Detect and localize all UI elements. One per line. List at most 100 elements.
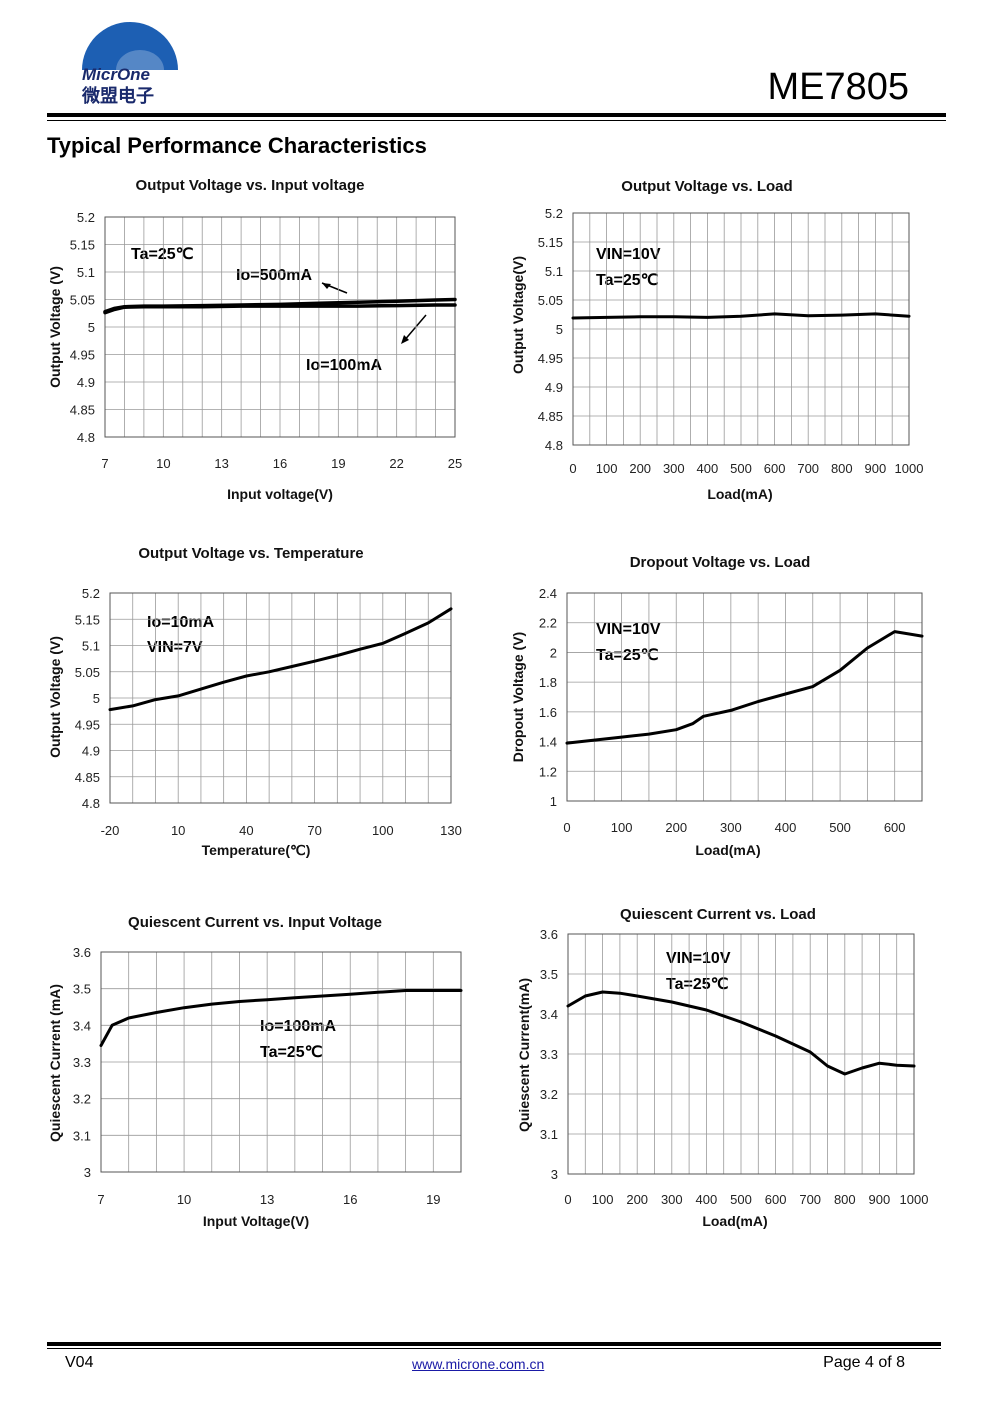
- x-tick-label: 400: [696, 1192, 718, 1207]
- x-tick-label: 7: [97, 1192, 104, 1207]
- x-tick-label: 900: [869, 1192, 891, 1207]
- y-tick-label: 3.1: [540, 1127, 558, 1142]
- series-line-vdrop: [565, 630, 924, 745]
- x-tick-label: 700: [797, 461, 819, 476]
- x-tick-label: 700: [799, 1192, 821, 1207]
- x-tick-label: 300: [720, 820, 742, 835]
- series-line-vout: [108, 607, 453, 712]
- x-tick-label: 13: [260, 1192, 274, 1207]
- y-tick-label: 3.4: [540, 1007, 558, 1022]
- y-tick-label: 4.9: [77, 375, 95, 390]
- x-tick-label: 40: [239, 823, 253, 838]
- y-tick-label: 3.6: [73, 945, 91, 960]
- y-tick-label: 5.05: [538, 293, 563, 308]
- annotation-io: Io=100mA: [260, 1018, 336, 1035]
- y-axis-label: Output Voltage (V): [47, 266, 63, 388]
- plot-c2: 0 100 200 300 400 500 600 700 800 900 10005.25.155…: [538, 206, 924, 476]
- y-tick-label: 5.15: [75, 612, 100, 627]
- x-tick-label: 200: [626, 1192, 648, 1207]
- header-rule-thin: [47, 120, 946, 121]
- x-tick-label: 16: [273, 456, 287, 471]
- x-tick-label: 0: [569, 461, 576, 476]
- header-rule-thick: [47, 113, 946, 117]
- plot-c6: 0 100 200 300 400 500 600 700 800 900 1000 3.6 3.5 3.…: [540, 927, 929, 1207]
- x-axis-label: Input Voltage(V): [203, 1213, 309, 1229]
- y-tick-label: 5.2: [77, 210, 95, 225]
- logo-dome: [82, 22, 178, 70]
- y-tick-label: 5.05: [75, 665, 100, 680]
- footer-website-link[interactable]: www.microne.com.cn: [412, 1356, 545, 1372]
- x-tick-label: 1000: [900, 1192, 929, 1207]
- chart-title: Output Voltage vs. Input voltage: [136, 177, 365, 194]
- y-tick-label: 4.85: [75, 770, 100, 785]
- plot-c4: 0 100 200 300 400 500 600 2.4 2.2 2 1.8 1.6 1.4 1.2 1: [539, 586, 924, 835]
- chart-output-voltage-vs-temperature: Output Voltage vs. Temperature Temperatu…: [47, 545, 364, 858]
- y-tick-label: 3.5: [73, 982, 91, 997]
- y-tick-label: 1.2: [539, 764, 557, 779]
- y-tick-label: 2.4: [539, 586, 557, 601]
- annotation-ta: Ta=25℃: [131, 246, 194, 263]
- chart-title: Dropout Voltage vs. Load: [630, 554, 811, 571]
- series-line-iq: [99, 989, 463, 1047]
- x-tick-label: 1000: [895, 461, 924, 476]
- annotation-ta: Ta=25℃: [260, 1044, 323, 1061]
- chart-title: Output Voltage vs. Load: [621, 178, 792, 195]
- plot-frame: [100, 951, 462, 1173]
- x-tick-label: 100: [596, 461, 618, 476]
- x-tick-label: 500: [730, 1192, 752, 1207]
- annotation-io-100: Io=100mA: [306, 357, 382, 374]
- footer-version: V04: [65, 1354, 94, 1371]
- plot-frame: [104, 216, 456, 438]
- plot-frame: [109, 592, 452, 804]
- y-tick-label: 2: [550, 645, 557, 660]
- y-tick-label: 5.15: [538, 235, 563, 250]
- x-axis-label: Temperature(℃): [202, 842, 311, 858]
- y-tick-label: 4.95: [75, 717, 100, 732]
- y-tick-label: 4.9: [545, 380, 563, 395]
- x-tick-label: 0: [564, 1192, 571, 1207]
- y-axis-label: Dropout Voltage (V): [510, 632, 526, 762]
- chart-quiescent-current-vs-input-voltage: Quiescent Current vs. Input Voltage Inpu…: [47, 914, 382, 1229]
- x-tick-label: 100: [372, 823, 394, 838]
- x-tick-label: 800: [831, 461, 853, 476]
- arrow-io-100: [402, 314, 427, 343]
- y-tick-label: 5.2: [545, 206, 563, 221]
- y-tick-label: 5.1: [545, 264, 563, 279]
- x-tick-label: 22: [389, 456, 403, 471]
- chart-title: Quiescent Current vs. Load: [620, 906, 816, 923]
- x-tick-label: 16: [343, 1192, 357, 1207]
- x-tick-label: 600: [764, 461, 786, 476]
- x-tick-label: 400: [697, 461, 719, 476]
- y-tick-label: 5: [93, 691, 100, 706]
- y-tick-label: 4.8: [82, 796, 100, 811]
- y-tick-label: 3.3: [73, 1055, 91, 1070]
- annotation-vin: VIN=10V: [596, 246, 661, 263]
- y-tick-label: 4.95: [538, 351, 563, 366]
- x-tick-label: 100: [592, 1192, 614, 1207]
- x-tick-label: 200: [629, 461, 651, 476]
- y-tick-label: 4.95: [70, 348, 95, 363]
- x-tick-label: 0: [563, 820, 570, 835]
- y-axis-label: Output Voltage(V): [510, 256, 526, 374]
- y-tick-label: 4.8: [77, 430, 95, 445]
- chart-output-voltage-vs-input-voltage: Output Voltage vs. Input voltage Input v…: [47, 177, 427, 502]
- series-line-io-100ma: [103, 303, 457, 315]
- chart-title: Output Voltage vs. Temperature: [138, 545, 363, 562]
- section-title: Typical Performance Characteristics: [47, 133, 427, 158]
- x-tick-label: 300: [661, 1192, 683, 1207]
- x-tick-label: 13: [214, 456, 228, 471]
- x-tick-label: 130: [440, 823, 462, 838]
- y-tick-label: 1: [550, 794, 557, 809]
- x-tick-label: 10: [177, 1192, 191, 1207]
- chart-output-voltage-vs-load: Output Voltage vs. Load Load(mA) Output …: [510, 178, 793, 502]
- y-tick-label: 4.85: [538, 409, 563, 424]
- footer-rule-thin: [47, 1348, 941, 1349]
- x-axis-label: Load(mA): [702, 1213, 767, 1229]
- x-tick-label: 10: [156, 456, 170, 471]
- chart-title: Quiescent Current vs. Input Voltage: [128, 914, 382, 931]
- part-number: ME7805: [767, 66, 909, 108]
- y-axis-label: Quiescent Current(mA): [516, 978, 532, 1132]
- x-tick-label: 500: [730, 461, 752, 476]
- x-tick-label: 300: [663, 461, 685, 476]
- y-tick-label: 5.05: [70, 293, 95, 308]
